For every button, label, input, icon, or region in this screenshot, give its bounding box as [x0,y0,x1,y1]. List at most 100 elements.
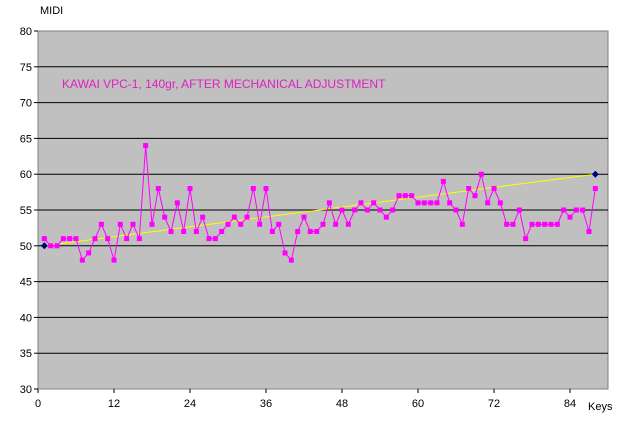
key-midi-point [409,193,415,199]
key-midi-point [149,221,155,227]
key-midi-point [497,200,503,206]
key-midi-point [580,207,586,213]
key-midi-point [54,243,60,249]
key-midi-point [219,228,225,234]
key-midi-point [295,228,301,234]
key-midi-point [86,250,92,256]
key-midi-point [504,221,510,227]
key-midi-point [326,200,332,206]
key-midi-point [345,221,351,227]
key-midi-point [434,200,440,206]
y-tick-label: 65 [20,133,32,145]
key-midi-point [250,186,256,192]
key-midi-point [200,214,206,220]
y-tick-label: 40 [20,312,32,324]
key-midi-point [415,200,421,206]
key-midi-point [155,186,161,192]
key-midi-point [567,214,573,220]
x-tick-label: 36 [260,398,272,410]
grid-lines [38,66,608,354]
key-midi-point [181,228,187,234]
x-tick-labels: 0 12 24 36 48 60 72 84 [35,389,576,410]
y-tick-label: 50 [20,241,32,253]
x-tick-label: 84 [564,398,576,410]
key-midi-point [136,236,142,242]
key-midi-point [67,236,73,242]
key-midi-point [244,214,250,220]
trend-endpoint-marker [591,170,599,178]
key-midi-point [111,257,117,263]
key-midi-point [124,236,130,242]
key-midi-point [143,143,149,149]
key-midi-point [573,207,579,213]
key-midi-point [320,221,326,227]
x-axis-label: Keys [588,401,613,413]
key-midi-point [117,221,123,227]
key-midi-point [162,214,168,220]
key-midi-point [238,221,244,227]
trend-endpoint-marker [40,242,48,250]
key-midi-point [491,186,497,192]
key-midi-point [105,236,111,242]
key-midi-point [282,250,288,256]
key-midi-point [516,207,522,213]
key-midi-point [371,200,377,206]
key-midi-point [542,221,548,227]
key-midi-point [48,243,54,249]
key-midi-point [529,221,535,227]
key-midi-point [548,221,554,227]
key-midi-point [535,221,541,227]
key-midi-point [358,200,364,206]
y-axis-label: MIDI [40,5,63,17]
key-midi-point [586,228,592,234]
key-midi-point [453,207,459,213]
key-midi-line [43,145,596,262]
x-tick-label: 0 [35,398,41,410]
key-midi-point [288,257,294,263]
key-midi-point [301,214,307,220]
key-midi-point [523,236,529,242]
key-midi-point [592,186,598,192]
y-tick-label: 55 [20,205,32,217]
x-tick-label: 48 [336,398,348,410]
key-midi-point [390,207,396,213]
key-midi-point [269,228,275,234]
key-midi-point [263,186,269,192]
key-midi-point [314,228,320,234]
series-layer [40,143,599,263]
key-midi-point [174,200,180,206]
trend-line [44,173,596,247]
key-midi-point [428,200,434,206]
key-midi-point [193,228,199,234]
key-midi-point [333,221,339,227]
x-tick-label: 24 [184,398,196,410]
key-midi-point [440,178,446,184]
key-midi-point [459,221,465,227]
y-tick-label: 45 [20,277,32,289]
y-tick-labels: 30 35 40 45 50 55 60 65 70 75 80 [20,26,38,396]
key-midi-point [478,171,484,177]
key-midi-point [364,207,370,213]
x-tick-label: 72 [488,398,500,410]
key-midi-point [352,207,358,213]
key-midi-point [130,221,136,227]
key-midi-point [231,214,237,220]
key-midi-point [396,193,402,199]
x-tick-label: 12 [108,398,120,410]
key-midi-point [73,236,79,242]
key-midi-point [554,221,560,227]
y-tick-label: 75 [20,62,32,74]
key-midi-point [402,193,408,199]
key-midi-point [206,236,212,242]
key-midi-point [225,221,231,227]
key-midi-point [98,221,104,227]
key-midi-point [339,207,345,213]
x-tick-label: 60 [412,398,424,410]
y-tick-label: 30 [20,384,32,396]
y-tick-label: 70 [20,98,32,110]
key-midi-point [276,221,282,227]
y-tick-label: 60 [20,169,32,181]
key-midi-point [92,236,98,242]
y-tick-label: 35 [20,348,32,360]
